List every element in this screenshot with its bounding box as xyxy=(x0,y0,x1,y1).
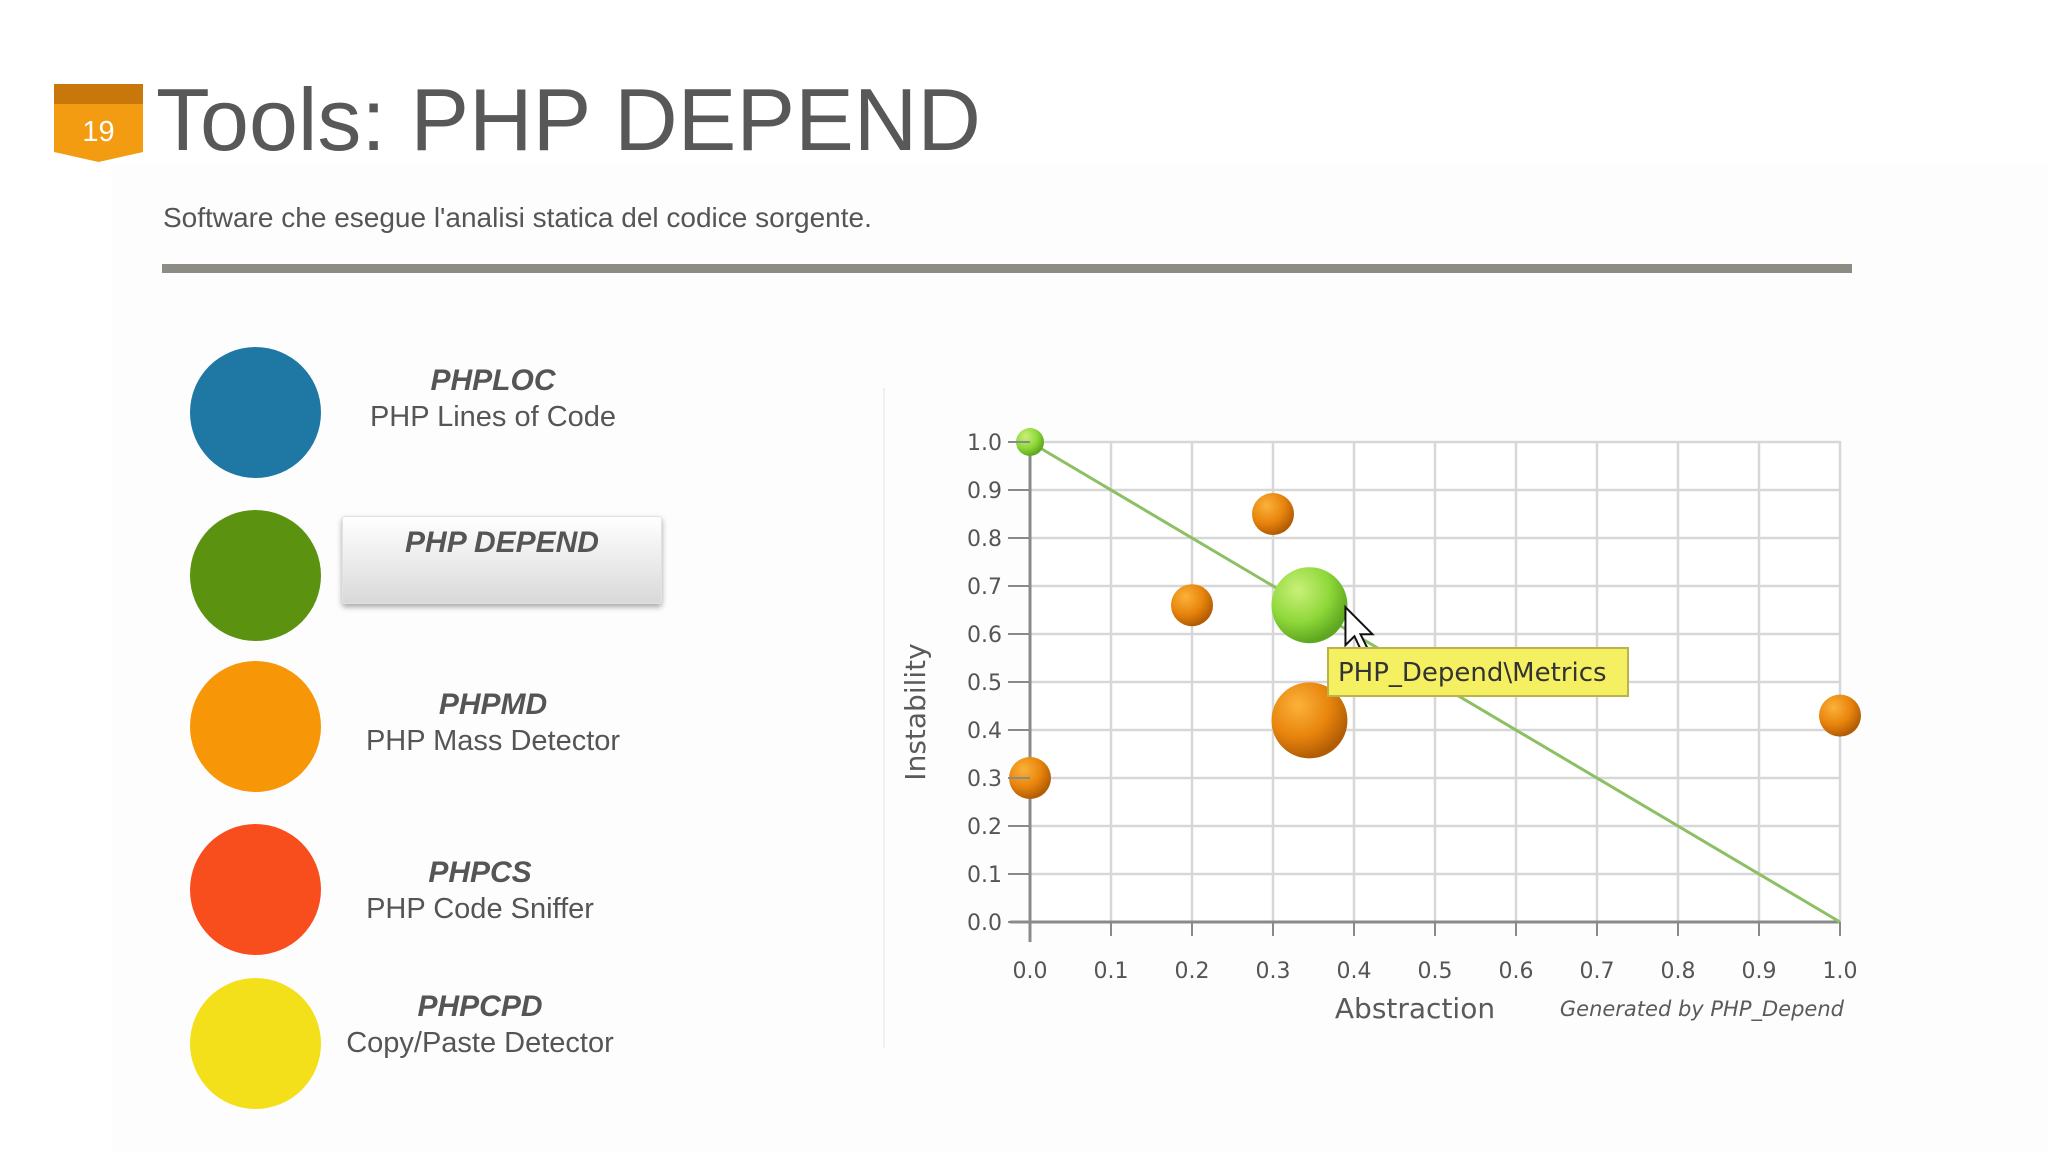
tool-desc: PHP Mass Detector xyxy=(365,725,621,757)
data-point xyxy=(1271,682,1348,759)
tool-desc: Copy/Paste Detector xyxy=(346,1027,614,1059)
y-tick-label: 0.5 xyxy=(967,671,1002,696)
tool-desc: PHP Code Sniffer xyxy=(366,893,594,925)
vertical-separator xyxy=(883,388,885,1048)
y-tick-label: 0.1 xyxy=(967,863,1002,888)
data-point xyxy=(1271,567,1348,644)
data-point xyxy=(1819,694,1861,737)
tool-dot-phpdepend xyxy=(190,510,321,641)
x-tick-label: 1.0 xyxy=(1823,959,1858,984)
data-point xyxy=(1252,493,1294,535)
data-point xyxy=(1171,584,1213,627)
x-tick-label: 0.9 xyxy=(1742,959,1777,984)
x-tick-label: 0.8 xyxy=(1661,959,1696,984)
y-axis-label: Instability xyxy=(899,643,932,780)
chart-credit: Generated by PHP_Depend xyxy=(1560,997,1845,1022)
tool-item-phpcpd[interactable]: PHPCPD Copy/Paste Detector xyxy=(320,989,640,1061)
x-axis-label: Abstraction xyxy=(1335,992,1495,1025)
y-tick-label: 1.0 xyxy=(967,431,1002,456)
tool-item-phpcs[interactable]: PHPCS PHP Code Sniffer xyxy=(320,855,640,927)
y-tick-label: 0.0 xyxy=(967,911,1002,936)
tool-item-phpmd[interactable]: PHPMD PHP Mass Detector xyxy=(333,687,653,759)
tool-dot-phpcs xyxy=(190,824,321,955)
slide-number: 19 xyxy=(82,116,115,148)
x-tick-label: 0.4 xyxy=(1337,959,1372,984)
tool-name: PHPCS xyxy=(428,856,532,889)
x-tick-label: 0.2 xyxy=(1175,959,1210,984)
tool-name: PHPCPD xyxy=(417,990,543,1023)
tooltip-box xyxy=(1327,647,1629,697)
y-tick-label: 0.3 xyxy=(967,767,1002,792)
tool-name: PHP DEPEND xyxy=(405,526,599,559)
tool-dot-phploc xyxy=(190,347,321,478)
divider-rule xyxy=(162,264,1852,273)
slide-number-badge: 19 xyxy=(54,84,143,162)
tool-item-phploc[interactable]: PHPLOC PHP Lines of Code xyxy=(333,363,653,435)
y-tick-label: 0.6 xyxy=(967,623,1002,648)
x-tick-label: 0.7 xyxy=(1580,959,1615,984)
x-tick-label: 0.6 xyxy=(1499,959,1534,984)
tool-dot-phpmd xyxy=(190,661,321,792)
y-tick-label: 0.2 xyxy=(967,815,1002,840)
tool-desc: PHP Lines of Code xyxy=(369,401,617,433)
x-tick-label: 0.0 xyxy=(1013,959,1048,984)
y-tick-label: 0.8 xyxy=(967,527,1002,552)
tool-button-phpdepend[interactable]: PHP DEPEND xyxy=(342,516,662,604)
chart-tooltip: PHP_Depend\Metrics xyxy=(1327,647,1629,697)
y-tick-label: 0.9 xyxy=(967,479,1002,504)
y-tick-label: 0.7 xyxy=(967,575,1002,600)
slide-title: Tools: PHP DEPEND xyxy=(156,70,981,169)
slide-subtitle: Software che esegue l'analisi statica de… xyxy=(163,202,872,233)
abstraction-instability-chart: 0.0 0.1 0.2 0.3 0.4 0.5 0.6 0.7 0.8 0.9 1.0 0.0 0.1 0… xyxy=(899,428,1861,1025)
chart-points xyxy=(1009,428,1861,799)
x-tick-label: 0.1 xyxy=(1094,959,1129,984)
chart-axes xyxy=(1010,442,1840,942)
tool-dot-phpcpd xyxy=(190,978,321,1109)
x-tick-label: 0.5 xyxy=(1418,959,1453,984)
chart-ticks: 0.0 0.1 0.2 0.3 0.4 0.5 0.6 0.7 0.8 0.9 1.0 0.0 0.1 0… xyxy=(967,431,1858,984)
tooltip-text: PHP_Depend\Metrics xyxy=(1338,658,1607,688)
tool-name: PHPLOC xyxy=(430,364,556,397)
x-tick-label: 0.3 xyxy=(1256,959,1291,984)
tool-name: PHPMD xyxy=(438,688,548,721)
y-tick-label: 0.4 xyxy=(967,719,1002,744)
